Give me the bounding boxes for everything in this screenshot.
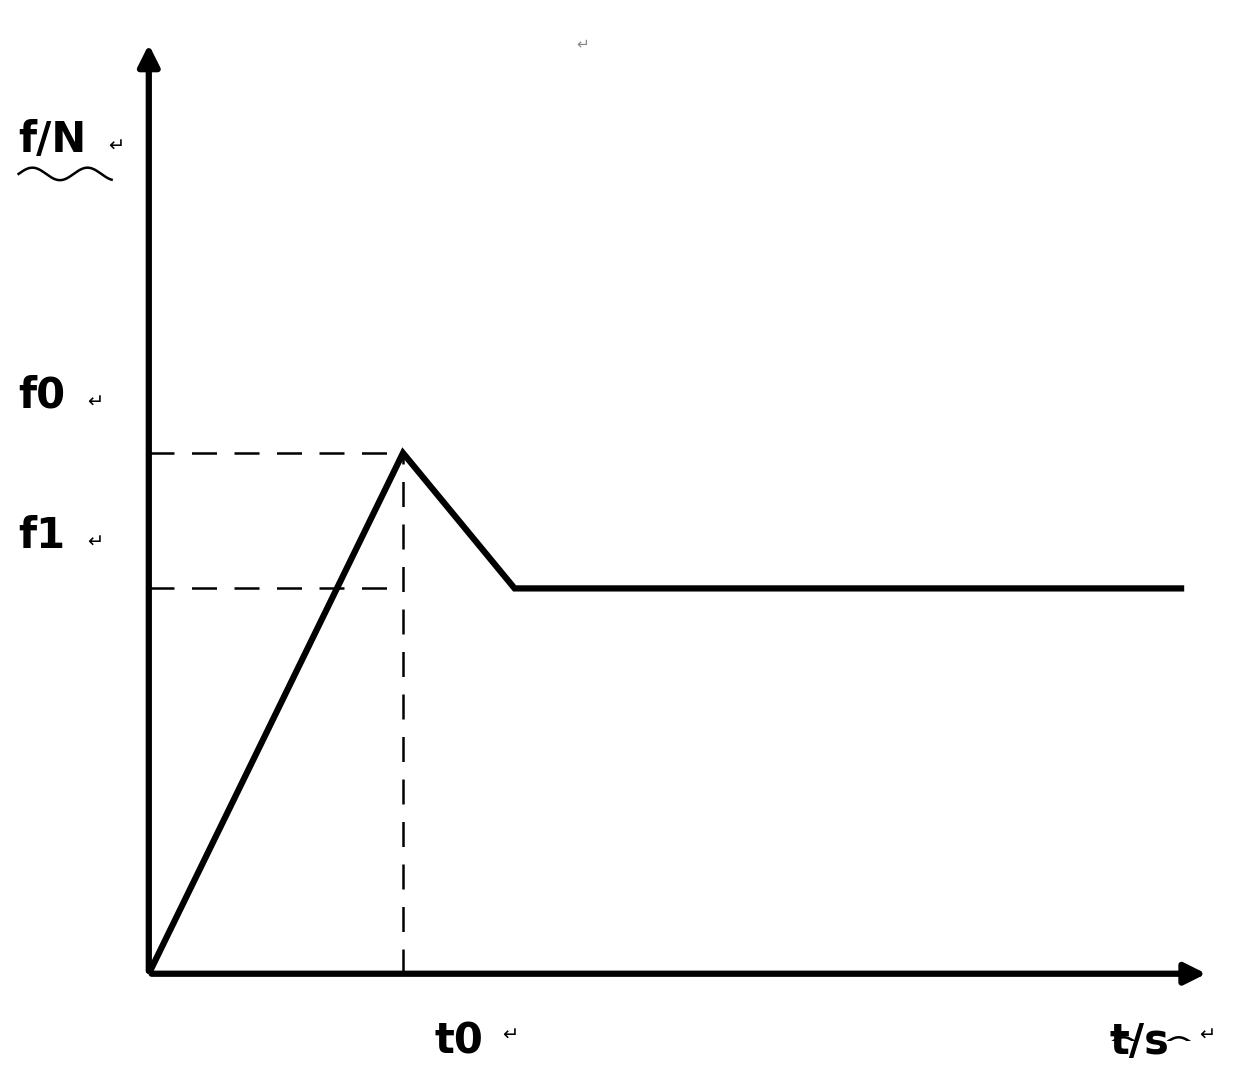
Text: t0: t0 bbox=[434, 1021, 482, 1063]
Text: ↵: ↵ bbox=[108, 138, 124, 156]
Text: t/s: t/s bbox=[1110, 1021, 1169, 1063]
Text: ↵: ↵ bbox=[87, 393, 103, 412]
Text: f/N: f/N bbox=[19, 120, 87, 161]
Text: ↵: ↵ bbox=[87, 532, 103, 552]
Text: ↵: ↵ bbox=[1199, 1025, 1215, 1045]
Text: ↵: ↵ bbox=[577, 36, 589, 51]
Text: ↵: ↵ bbox=[502, 1025, 518, 1045]
Text: f0: f0 bbox=[19, 375, 66, 416]
Text: f1: f1 bbox=[19, 515, 66, 557]
